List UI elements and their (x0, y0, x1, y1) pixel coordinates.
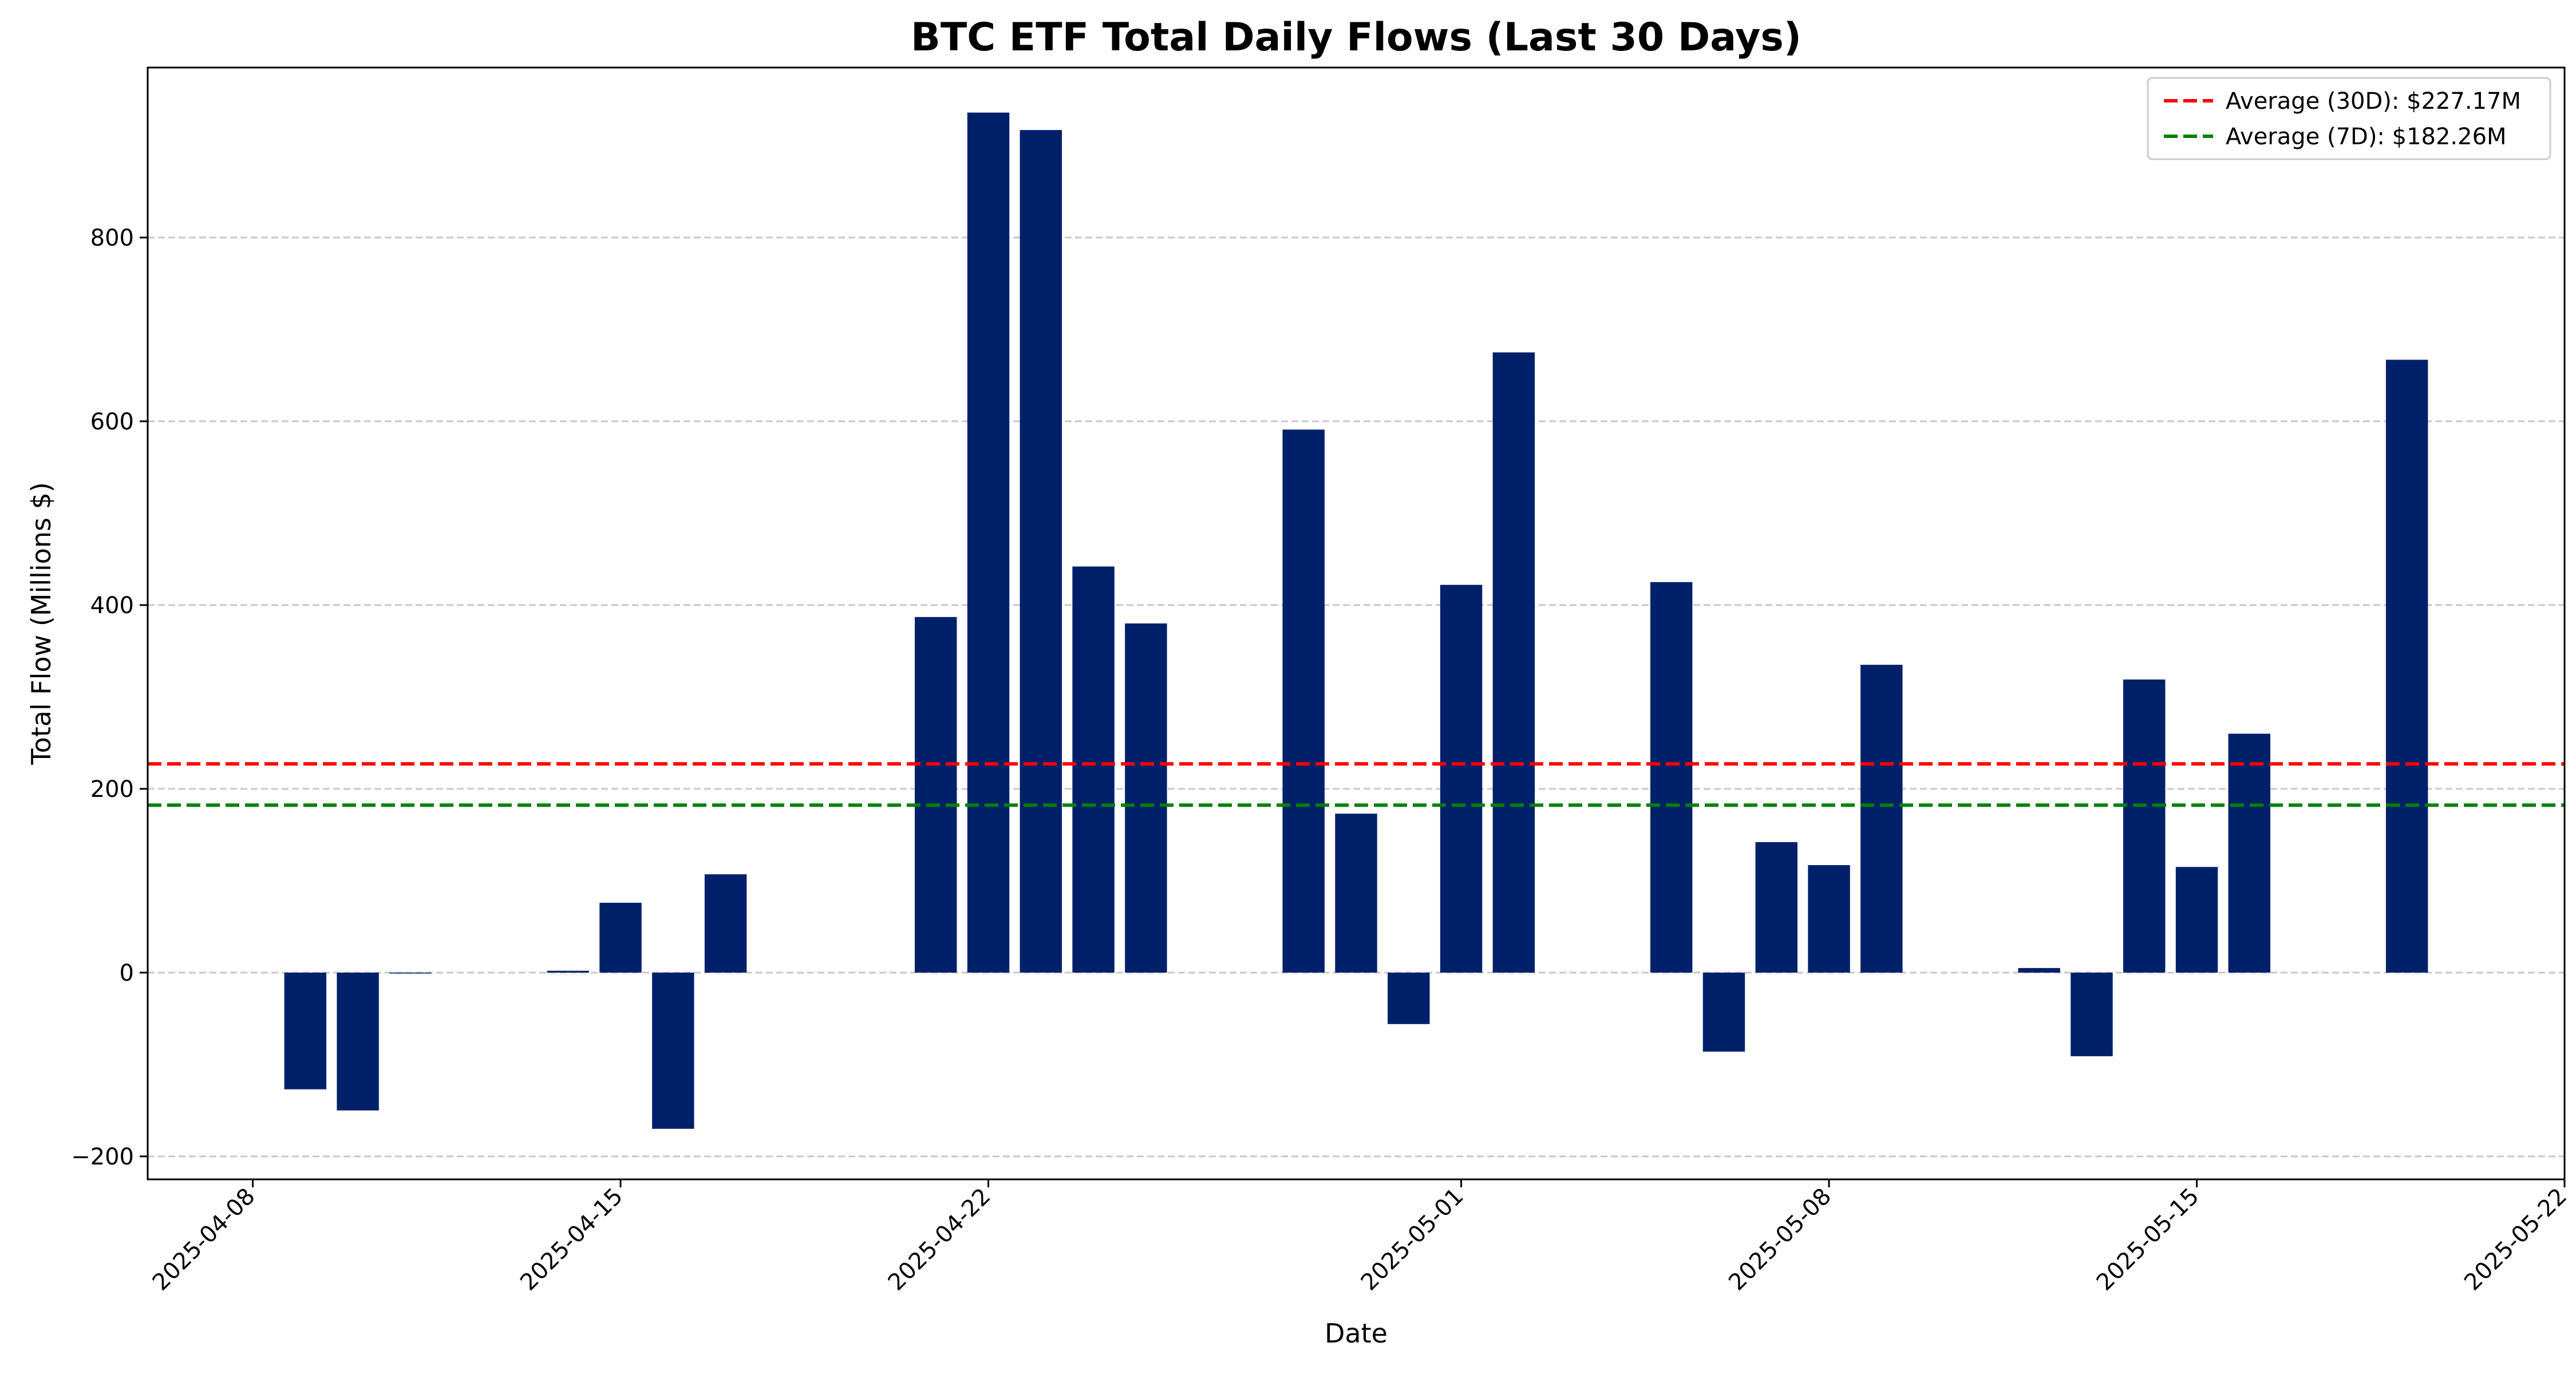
flow-bar (2071, 972, 2113, 1056)
legend-entry: Average (7D): $182.26M (2226, 124, 2507, 150)
x-tick-label: 2025-05-01 (1356, 1183, 1469, 1296)
flow-bar (1335, 814, 1377, 973)
flow-bar (704, 874, 747, 973)
flow-bar (1492, 352, 1535, 973)
legend-box (2147, 77, 2551, 160)
y-axis-ticks: −200 0 200 400 600 800 (71, 225, 148, 1170)
flow-bar (2018, 968, 2060, 973)
plot-area-frame (147, 66, 2566, 1180)
flow-bar (915, 617, 957, 973)
legend: Average (30D): $227.17M Average (7D): $18… (2147, 77, 2551, 160)
y-tick-label: −200 (71, 1144, 134, 1170)
flow-bar (2123, 679, 2166, 973)
flow-bar (1020, 130, 1062, 973)
x-tick-label: 2025-05-15 (2092, 1183, 2204, 1296)
y-tick-label: 400 (90, 593, 134, 619)
flow-bar (1755, 842, 1797, 973)
flow-bar (967, 112, 1010, 973)
y-axis-label: Total Flow (Millions $) (26, 482, 57, 765)
flow-bar (1440, 585, 1483, 973)
flow-bar (1650, 582, 1693, 973)
flow-bar (1860, 665, 1903, 973)
flow-bar (599, 902, 642, 973)
y-tick-label: 0 (120, 960, 134, 986)
x-tick-label: 2025-04-15 (515, 1183, 628, 1296)
y-tick-label: 800 (90, 225, 134, 251)
flow-bar (1702, 972, 1745, 1052)
x-axis-label: Date (1325, 1318, 1388, 1349)
y-tick-label: 200 (90, 776, 134, 803)
reference-lines (148, 762, 2565, 807)
flow-bar (1808, 865, 1850, 973)
flow-bar (547, 970, 589, 973)
flow-bar (2385, 360, 2428, 973)
flow-bar (284, 972, 327, 1089)
flow-bar (2175, 867, 2218, 973)
x-tick-label: 2025-05-08 (1724, 1183, 1836, 1296)
x-tick-label: 2025-05-22 (2459, 1183, 2572, 1296)
flow-bar (1125, 623, 1167, 973)
x-tick-label: 2025-04-08 (148, 1183, 260, 1296)
legend-entry: Average (30D): $227.17M (2226, 88, 2521, 114)
x-tick-label: 2025-04-22 (883, 1183, 996, 1296)
flow-bar (1282, 429, 1325, 973)
flow-bar (389, 972, 432, 974)
flow-bar (1072, 566, 1115, 973)
flow-bar (337, 972, 379, 1111)
y-tick-label: 600 (90, 409, 134, 435)
x-axis-ticks: 2025-04-08 2025-04-15 2025-04-22 2025-05-01… (148, 1179, 2572, 1296)
bars (284, 112, 2428, 1129)
flow-bar (652, 972, 694, 1129)
flow-bar (1388, 972, 1430, 1024)
grid-lines (148, 236, 2565, 1158)
flow-bar (2228, 733, 2271, 973)
chart-title: BTC ETF Total Daily Flows (Last 30 Days) (911, 15, 1801, 60)
